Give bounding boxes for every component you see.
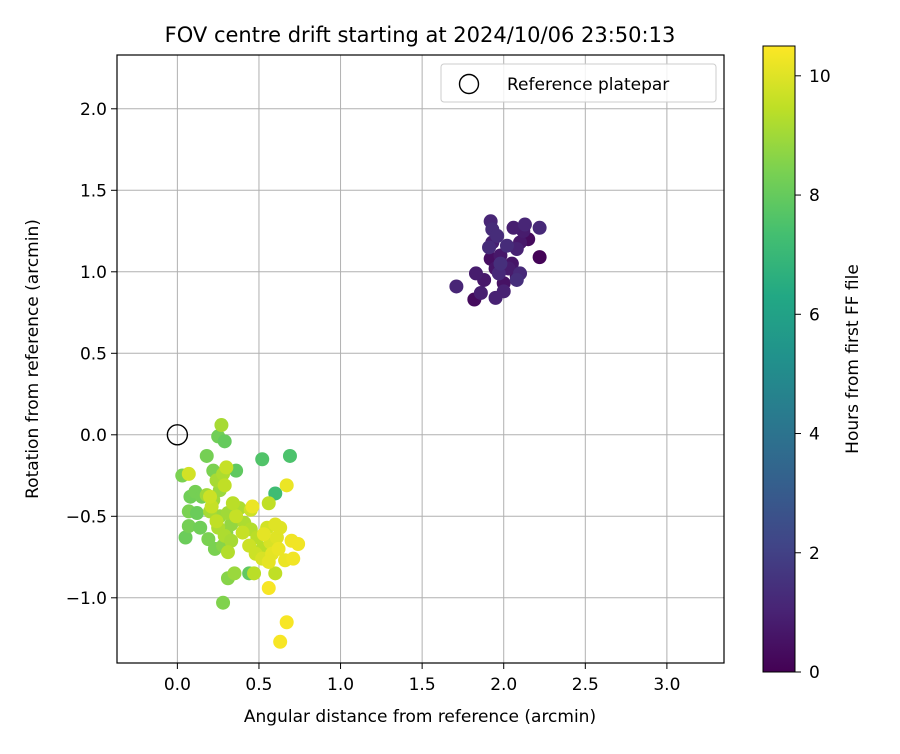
colorbar-gradient (762, 45, 796, 673)
reference-point (166, 424, 189, 446)
colorbar-tick-label: 0 (809, 663, 820, 683)
colorbar-tick-label: 4 (809, 425, 820, 445)
scatter-point (532, 220, 547, 235)
scatter-point (279, 478, 294, 493)
colorbar-ticks: 0 2 4 6 8 10 (795, 67, 831, 683)
scatter-point (286, 551, 301, 566)
scatter-point (220, 545, 235, 560)
scatter-point (224, 533, 239, 548)
scatter-point (271, 541, 286, 556)
scatter-point (449, 279, 464, 294)
scatter-point (261, 496, 276, 511)
scatter-point (261, 581, 276, 596)
colorbar-tick-label: 10 (809, 67, 831, 87)
x-tick-label: 1.0 (327, 675, 354, 695)
scatter-point (217, 434, 232, 449)
grid (117, 55, 724, 663)
legend-box (440, 63, 717, 103)
y-tick-label: 2.0 (80, 100, 107, 120)
x-tick-label: 1.5 (409, 675, 436, 695)
y-axis-ticks: −1.0 −0.5 0.0 0.5 1.0 1.5 2.0 (66, 100, 117, 609)
scatter-point (256, 527, 271, 542)
y-tick-label: 0.0 (80, 426, 107, 446)
x-tick-label: 0.0 (164, 675, 191, 695)
y-tick-label: 0.5 (80, 344, 107, 364)
scatter-points (175, 214, 547, 649)
scatter-point (181, 519, 196, 534)
x-tick-label: 2.5 (572, 675, 599, 695)
colorbar-tick-label: 2 (809, 544, 820, 564)
scatter-point (268, 517, 283, 532)
x-tick-label: 3.0 (653, 675, 680, 695)
scatter-point (235, 525, 250, 540)
reference-marker (166, 424, 189, 446)
scatter-point (506, 220, 521, 235)
scatter-point (493, 256, 508, 271)
scatter-point (291, 537, 306, 552)
scatter-point (517, 217, 532, 232)
scatter-point (255, 452, 270, 467)
plot-frame (116, 54, 725, 664)
scatter-point (225, 496, 240, 511)
y-tick-label: −0.5 (66, 507, 107, 527)
scatter-point (482, 240, 497, 255)
scatter-point (509, 272, 524, 287)
scatter-point (219, 460, 234, 475)
x-tick-label: 2.0 (490, 675, 517, 695)
scatter-point (282, 448, 297, 463)
x-axis-ticks: 0.0 0.5 1.0 1.5 2.0 2.5 3.0 (164, 663, 680, 695)
colorbar-tick-label: 6 (809, 305, 820, 325)
scatter-point (488, 290, 503, 305)
scatter-point (247, 566, 262, 581)
colorbar-label: Hours from first FF file (843, 264, 863, 454)
y-tick-label: 1.0 (80, 263, 107, 283)
scatter-point (216, 595, 231, 610)
legend-marker-icon (458, 73, 480, 95)
scatter-point (245, 499, 260, 514)
x-tick-label: 0.5 (245, 675, 272, 695)
scatter-point (181, 466, 196, 481)
scatter-point (217, 478, 232, 493)
scatter-point (229, 509, 244, 524)
chart-title: FOV centre drift starting at 2024/10/06 … (165, 23, 676, 47)
x-axis-label: Angular distance from reference (arcmin) (244, 707, 596, 727)
legend: Reference platepar (440, 63, 717, 103)
scatter-point (193, 520, 208, 535)
scatter-point (490, 228, 505, 243)
scatter-point (279, 615, 294, 630)
scatter-point (468, 266, 483, 281)
scatter-point (203, 489, 218, 504)
colorbar: 0 2 4 6 8 10 Hours from first FF file (762, 45, 863, 683)
scatter-point (268, 566, 283, 581)
y-tick-label: 1.5 (80, 181, 107, 201)
scatter-point (214, 418, 229, 433)
colorbar-tick-label: 8 (809, 186, 820, 206)
scatter-point (199, 448, 214, 463)
scatter-point (532, 250, 547, 265)
scatter-point (499, 238, 514, 253)
y-axis-label: Rotation from reference (arcmin) (23, 219, 43, 499)
scatter-point (261, 554, 276, 569)
scatter-point (273, 634, 288, 649)
legend-label: Reference platepar (507, 75, 669, 95)
scatter-point (209, 514, 224, 529)
scatter-point (178, 530, 193, 545)
y-tick-label: −1.0 (66, 589, 107, 609)
scatter-point (473, 285, 488, 300)
scatter-point (189, 506, 204, 521)
scatter-point (227, 566, 242, 581)
